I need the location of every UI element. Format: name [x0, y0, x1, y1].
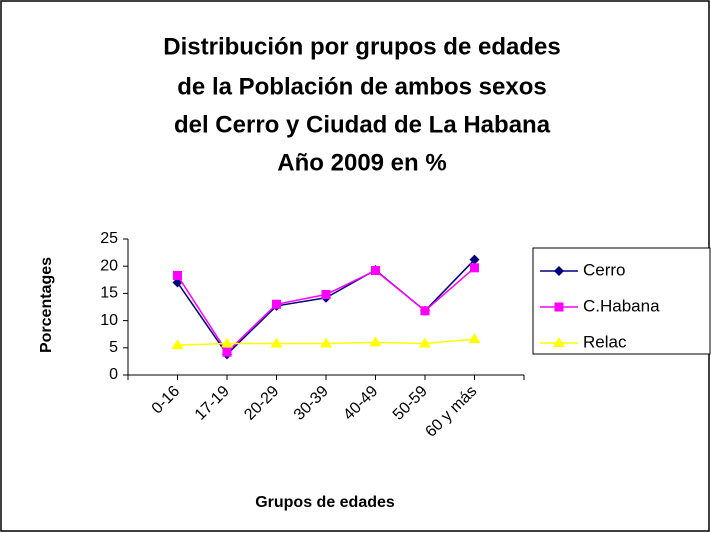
legend-box: [532, 247, 711, 355]
series-marker: [420, 306, 430, 316]
series-marker: [221, 337, 233, 348]
chart-title: Año 2009 en %: [277, 149, 446, 176]
series-marker: [468, 333, 481, 344]
series-marker: [270, 337, 283, 348]
legend-label: Relac: [583, 332, 627, 351]
series-marker: [469, 254, 480, 265]
y-tick-label: 5: [109, 339, 118, 356]
legend-marker: [553, 337, 565, 347]
y-tick-label: 10: [100, 312, 118, 329]
series-marker: [470, 263, 479, 273]
series-marker: [369, 336, 382, 347]
legend-label: Cerro: [583, 260, 626, 279]
x-axis-title: Grupos de edades: [255, 494, 395, 511]
series-marker: [371, 266, 380, 276]
y-tick-label: 15: [100, 285, 118, 302]
y-tick-label: 0: [109, 366, 118, 383]
chart-title: del Cerro y Ciudad de La Habana: [174, 111, 551, 138]
legend-marker: [554, 302, 564, 312]
legend-label: C.Habana: [583, 296, 660, 315]
chart-title: de la Población de ambos sexos: [177, 73, 546, 100]
chart-title: Distribución por grupos de edades: [163, 33, 560, 60]
series-marker: [173, 270, 182, 280]
series-marker: [419, 337, 431, 348]
series-marker: [222, 347, 232, 357]
series-marker: [171, 339, 184, 350]
series-marker: [320, 337, 332, 348]
legend-marker: [554, 266, 564, 276]
y-tick-label: 20: [100, 257, 118, 274]
series-marker: [272, 299, 281, 309]
y-tick-label: 25: [100, 230, 118, 247]
y-axis-title: Porcentages: [38, 257, 55, 353]
series-marker: [321, 289, 331, 299]
